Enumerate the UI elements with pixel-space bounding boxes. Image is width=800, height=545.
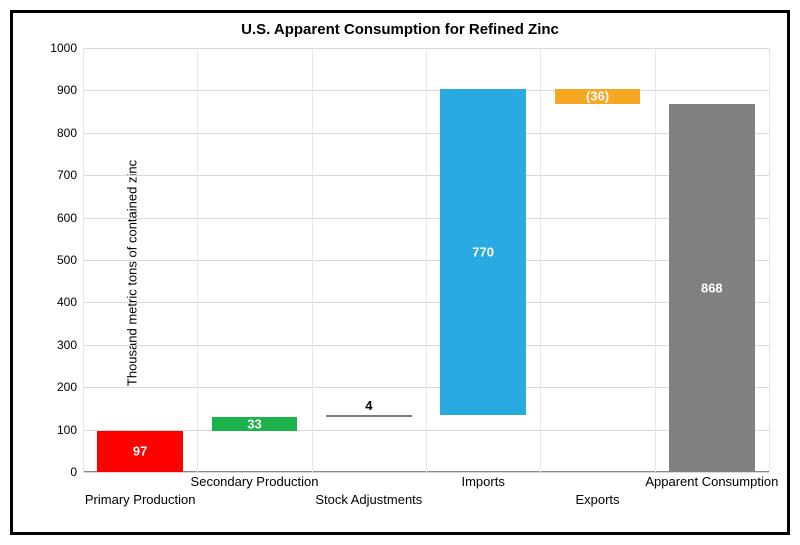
x-tick-label: Stock Adjustments: [315, 492, 422, 507]
y-tick-label: 600: [57, 211, 83, 225]
panel-divider: [197, 48, 198, 472]
panel-divider: [540, 48, 541, 472]
bar: 770: [440, 89, 526, 415]
y-tick-label: 100: [57, 423, 83, 437]
panel-divider: [83, 48, 84, 472]
plot-area: 0100200300400500600700800900100097334770…: [83, 48, 769, 472]
x-tick-label: Apparent Consumption: [645, 474, 778, 489]
x-tick-label: Imports: [461, 474, 504, 489]
y-tick-label: 1000: [50, 41, 83, 55]
x-tick-label: Exports: [575, 492, 619, 507]
panel-divider: [769, 48, 770, 472]
bar-value-label: 868: [701, 280, 723, 295]
bar-value-label: 4: [365, 398, 372, 413]
chart-title: U.S. Apparent Consumption for Refined Zi…: [13, 21, 787, 38]
y-tick-label: 700: [57, 168, 83, 182]
y-tick-label: 200: [57, 380, 83, 394]
y-tick-label: 900: [57, 83, 83, 97]
y-tick-label: 0: [70, 465, 83, 479]
chart-container: U.S. Apparent Consumption for Refined Zi…: [10, 10, 790, 535]
grid-line: [83, 472, 769, 473]
y-tick-label: 500: [57, 253, 83, 267]
bar-value-label: 770: [472, 244, 494, 259]
bar-value-label: 97: [133, 444, 147, 459]
bar: (36): [555, 89, 641, 104]
x-axis-labels: Primary Production Secondary Production St…: [83, 474, 769, 524]
bar: 4: [326, 415, 412, 417]
y-tick-label: 300: [57, 338, 83, 352]
x-tick-label: Primary Production: [85, 492, 196, 507]
panel-divider: [426, 48, 427, 472]
y-tick-label: 400: [57, 295, 83, 309]
bar: 868: [669, 104, 755, 472]
panel-divider: [312, 48, 313, 472]
y-tick-label: 800: [57, 126, 83, 140]
panel-divider: [655, 48, 656, 472]
bar: 97: [97, 431, 183, 472]
bar: 33: [212, 417, 298, 431]
bar-value-label: 33: [247, 416, 261, 431]
x-tick-label: Secondary Production: [191, 474, 319, 489]
bar-value-label: (36): [586, 89, 609, 104]
